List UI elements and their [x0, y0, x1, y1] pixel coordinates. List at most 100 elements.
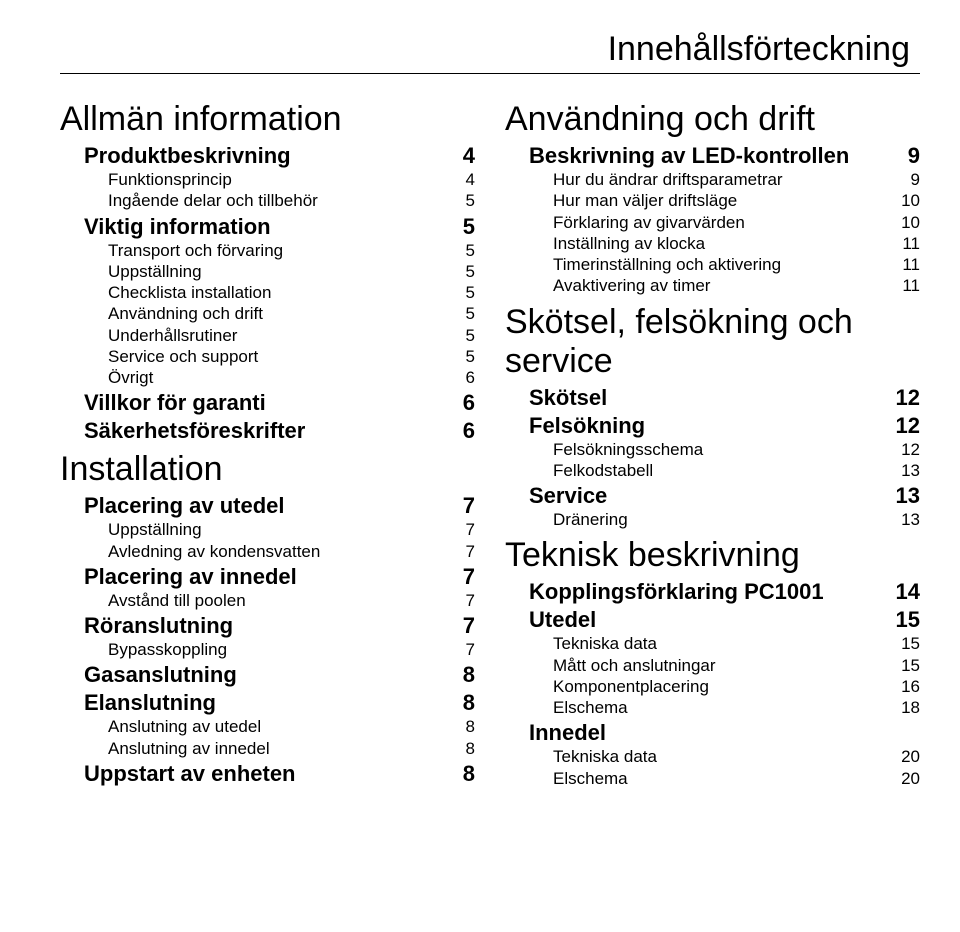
toc-entry-page: 7 — [449, 519, 475, 540]
toc-entry-label: Hur du ändrar driftsparametrar — [553, 169, 783, 190]
toc-entry-label: Uppställning — [108, 519, 202, 540]
toc-entry-level2: Tekniska data 15 — [505, 633, 920, 654]
toc-entry-level1: Gasanslutning8 — [60, 662, 475, 688]
toc-entry-level2: Dränering 13 — [505, 509, 920, 530]
toc-entry-page: 10 — [894, 190, 920, 211]
toc-entry-page: 5 — [449, 303, 475, 324]
toc-entry-page: 15 — [894, 607, 920, 633]
toc-entry-page: 5 — [449, 190, 475, 211]
toc-entry-level2: Service och support5 — [60, 346, 475, 367]
toc-entry-page: 4 — [449, 169, 475, 190]
toc-entry-page: 10 — [894, 212, 920, 233]
toc-entry-label: Timerinställning och aktivering — [553, 254, 781, 275]
toc-entry-level1: Service13 — [505, 483, 920, 509]
toc-entry-page: 11 — [894, 254, 920, 275]
toc-entry-page: 13 — [894, 483, 920, 509]
toc-entry-level1: Beskrivning av LED-kontrollen9 — [505, 143, 920, 169]
toc-entry-page: 7 — [449, 564, 475, 590]
toc-left-column: Allmän informationProduktbeskrivning4Fun… — [60, 94, 475, 789]
toc-entry-label: Placering av utedel — [84, 493, 285, 519]
toc-entry-level1: Röranslutning7 — [60, 613, 475, 639]
toc-entry-level2: Avstånd till poolen 7 — [60, 590, 475, 611]
toc-entry-level1: Viktig information5 — [60, 214, 475, 240]
toc-entry-label: Övrigt — [108, 367, 153, 388]
toc-entry-page: 8 — [449, 716, 475, 737]
toc-entry-label: Utedel — [529, 607, 596, 633]
toc-entry-label: Avaktivering av timer — [553, 275, 710, 296]
toc-entry-page: 5 — [449, 325, 475, 346]
toc-entry-label: Uppstart av enheten — [84, 761, 296, 787]
toc-entry-page: 15 — [894, 633, 920, 654]
toc-entry-level2: Bypasskoppling 7 — [60, 639, 475, 660]
toc-entry-page: 6 — [449, 367, 475, 388]
toc-entry-label: Dränering — [553, 509, 628, 530]
toc-entry-page: 5 — [449, 214, 475, 240]
toc-entry-page: 5 — [449, 240, 475, 261]
toc-entry-page: 7 — [449, 541, 475, 562]
toc-entry-label: Mått och anslutningar — [553, 655, 716, 676]
toc-entry-label: Tekniska data — [553, 746, 657, 767]
toc-entry-page: 7 — [449, 590, 475, 611]
toc-entry-label: Felsökning — [529, 413, 645, 439]
toc-entry-label: Felkodstabell — [553, 460, 653, 481]
toc-entry-label: Komponentplacering — [553, 676, 709, 697]
toc-entry-label: Ingående delar och tillbehör — [108, 190, 318, 211]
toc-entry-page: 12 — [894, 439, 920, 460]
toc-entry-level2: Övrigt 6 — [60, 367, 475, 388]
toc-entry-level2: Avledning av kondensvatten7 — [60, 541, 475, 562]
toc-entry-level2: Anslutning av utedel 8 — [60, 716, 475, 737]
toc-entry-level2: Checklista installation5 — [60, 282, 475, 303]
toc-entry-level2: Underhållsrutiner 5 — [60, 325, 475, 346]
toc-entry-page: 5 — [449, 346, 475, 367]
toc-entry-label: Underhållsrutiner — [108, 325, 237, 346]
toc-entry-level1: Säkerhetsföreskrifter6 — [60, 418, 475, 444]
toc-entry-level2: Tekniska data20 — [505, 746, 920, 767]
toc-entry-label: Inställning av klocka — [553, 233, 705, 254]
toc-entry-level2: Uppställning 5 — [60, 261, 475, 282]
toc-entry-label: Tekniska data — [553, 633, 657, 654]
toc-entry-level2: Transport och förvaring5 — [60, 240, 475, 261]
toc-entry-page: 8 — [449, 761, 475, 787]
toc-entry-level2: Uppställning 7 — [60, 519, 475, 540]
toc-entry-page: 6 — [449, 390, 475, 416]
toc-entry-label: Elschema — [553, 768, 628, 789]
toc-entry-level1: Felsökning12 — [505, 413, 920, 439]
toc-entry-label: Skötsel — [529, 385, 607, 411]
toc-section-title: Skötsel, felsökning och service — [505, 303, 920, 381]
toc-entry-level1: Villkor för garanti 6 — [60, 390, 475, 416]
toc-entry-level2: Elschema 20 — [505, 768, 920, 789]
toc-entry-level2: Mått och anslutningar15 — [505, 655, 920, 676]
toc-entry-level2: Ingående delar och tillbehör 5 — [60, 190, 475, 211]
toc-entry-page: 11 — [894, 275, 920, 296]
toc-entry-page: 13 — [894, 460, 920, 481]
toc-entry-label: Anslutning av utedel — [108, 716, 261, 737]
toc-entry-page: 5 — [449, 261, 475, 282]
toc-entry-label: Förklaring av givarvärden — [553, 212, 745, 233]
toc-entry-level1: Elanslutning8 — [60, 690, 475, 716]
toc-entry-page: 7 — [449, 613, 475, 639]
toc-entry-page: 16 — [894, 676, 920, 697]
toc-right-column: Användning och drift Beskrivning av LED-k… — [505, 94, 920, 789]
toc-entry-page: 5 — [449, 282, 475, 303]
toc-entry-label: Felsökningsschema — [553, 439, 703, 460]
toc-entry-page: 9 — [894, 143, 920, 169]
toc-entry-page: 7 — [449, 639, 475, 660]
toc-entry-level2: Hur du ändrar driftsparametrar 9 — [505, 169, 920, 190]
toc-entry-label: Produktbeskrivning — [84, 143, 291, 169]
toc-entry-label: Uppställning — [108, 261, 202, 282]
toc-entry-label: Bypasskoppling — [108, 639, 227, 660]
toc-section-title: Användning och drift — [505, 100, 920, 139]
toc-entry-level1: Kopplingsförklaring PC100114 — [505, 579, 920, 605]
toc-entry-page: 13 — [894, 509, 920, 530]
toc-entry-page: 12 — [894, 385, 920, 411]
toc-entry-label: Avstånd till poolen — [108, 590, 246, 611]
toc-entry-label: Villkor för garanti — [84, 390, 266, 416]
toc-entry-page: 9 — [894, 169, 920, 190]
toc-entry-page: 8 — [449, 738, 475, 759]
toc-entry-page: 14 — [894, 579, 920, 605]
toc-entry-label: Placering av innedel — [84, 564, 297, 590]
toc-entry-page: 6 — [449, 418, 475, 444]
toc-entry-page: 20 — [894, 768, 920, 789]
toc-entry-level1: Skötsel 12 — [505, 385, 920, 411]
toc-entry-page: 8 — [449, 662, 475, 688]
